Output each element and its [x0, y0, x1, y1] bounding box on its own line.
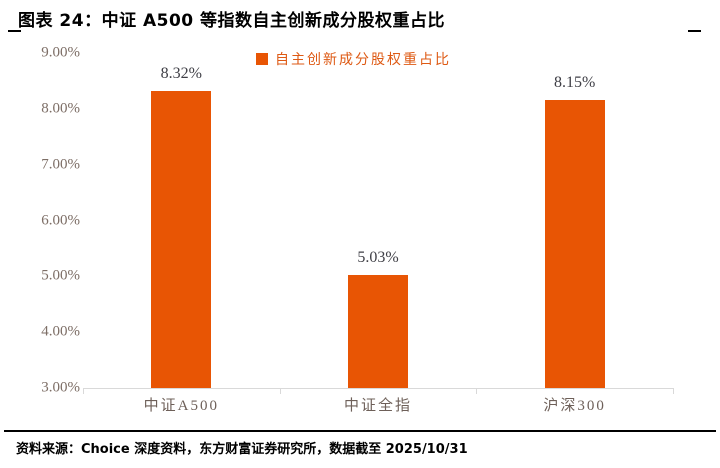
bar — [151, 91, 212, 388]
x-axis-tick — [83, 388, 84, 394]
chart-title: 图表 24：中证 A500 等指数自主创新成分股权重占比 — [18, 11, 446, 31]
y-axis-tick-label: 6.00% — [41, 212, 80, 228]
y-axis-tick-label: 9.00% — [41, 44, 80, 61]
legend-swatch-icon — [256, 53, 268, 65]
x-axis-tick — [476, 388, 478, 394]
bar-value-label: 5.03% — [357, 249, 399, 266]
x-axis-line — [83, 388, 673, 389]
right-border-dash — [688, 30, 701, 32]
y-axis-tick-label: 7.00% — [41, 156, 80, 173]
y-axis-tick-label: 4.00% — [41, 323, 80, 340]
x-axis-category-label: 中证A500 — [143, 398, 219, 414]
x-axis-tick — [673, 388, 674, 394]
bar-value-label: 8.15% — [553, 74, 596, 91]
legend: 自主创新成分股权重占比 — [256, 49, 451, 69]
left-border-dash — [8, 30, 21, 32]
bar-value-label: 8.32% — [160, 65, 202, 82]
bar — [348, 275, 408, 388]
x-axis-category-label: 沪深300 — [543, 398, 606, 414]
source-note: 资料来源：Choice 深度资料，东方财富证券研究所，数据截至 2025/10/… — [16, 442, 468, 457]
bar — [544, 100, 605, 388]
y-axis-tick-label: 3.00% — [41, 379, 80, 396]
footer-divider — [4, 430, 716, 432]
x-axis-category-label: 中证全指 — [343, 398, 412, 414]
x-axis-tick — [279, 388, 281, 394]
y-axis-tick-label: 5.00% — [41, 267, 80, 284]
y-axis-tick-label: 8.00% — [41, 100, 80, 117]
legend-label: 自主创新成分股权重占比 — [275, 52, 451, 68]
